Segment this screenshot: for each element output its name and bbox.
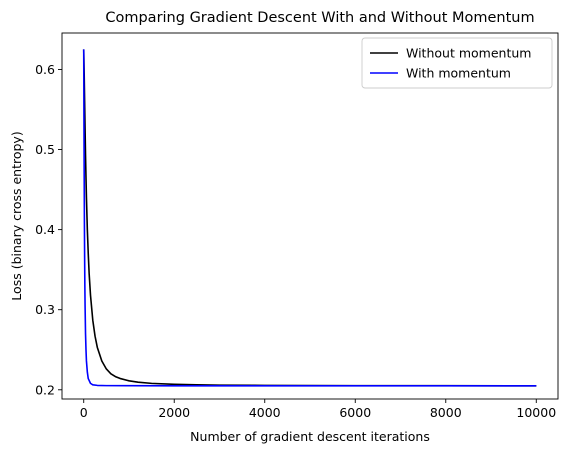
x-tick-label: 0 xyxy=(80,405,88,420)
x-tick-label: 2000 xyxy=(158,405,190,420)
y-axis-label: Loss (binary cross entropy) xyxy=(9,131,24,300)
x-axis: 0 2000 4000 6000 8000 10000 xyxy=(80,399,556,420)
y-tick-label: 0.2 xyxy=(35,382,55,397)
y-tick-label: 0.3 xyxy=(35,302,55,317)
x-tick-label: 8000 xyxy=(430,405,462,420)
series-line-with-momentum xyxy=(82,49,537,387)
y-tick-label: 0.4 xyxy=(35,222,55,237)
legend-label: With momentum xyxy=(406,66,511,81)
y-axis: 0.2 0.3 0.4 0.5 0.6 xyxy=(35,62,62,397)
legend: Without momentum With momentum xyxy=(361,37,553,89)
x-tick-label: 6000 xyxy=(339,405,371,420)
plot-area xyxy=(61,32,559,400)
legend-label: Without momentum xyxy=(406,46,531,61)
chart-title: Comparing Gradient Descent With and With… xyxy=(105,10,534,26)
x-axis-label: Number of gradient descent iterations xyxy=(190,429,430,444)
y-tick-label: 0.5 xyxy=(35,142,55,157)
legend-box xyxy=(361,37,553,89)
x-tick-label: 10000 xyxy=(516,405,556,420)
x-tick-label: 4000 xyxy=(249,405,281,420)
series-lines xyxy=(82,49,537,387)
y-tick-label: 0.6 xyxy=(35,62,55,77)
